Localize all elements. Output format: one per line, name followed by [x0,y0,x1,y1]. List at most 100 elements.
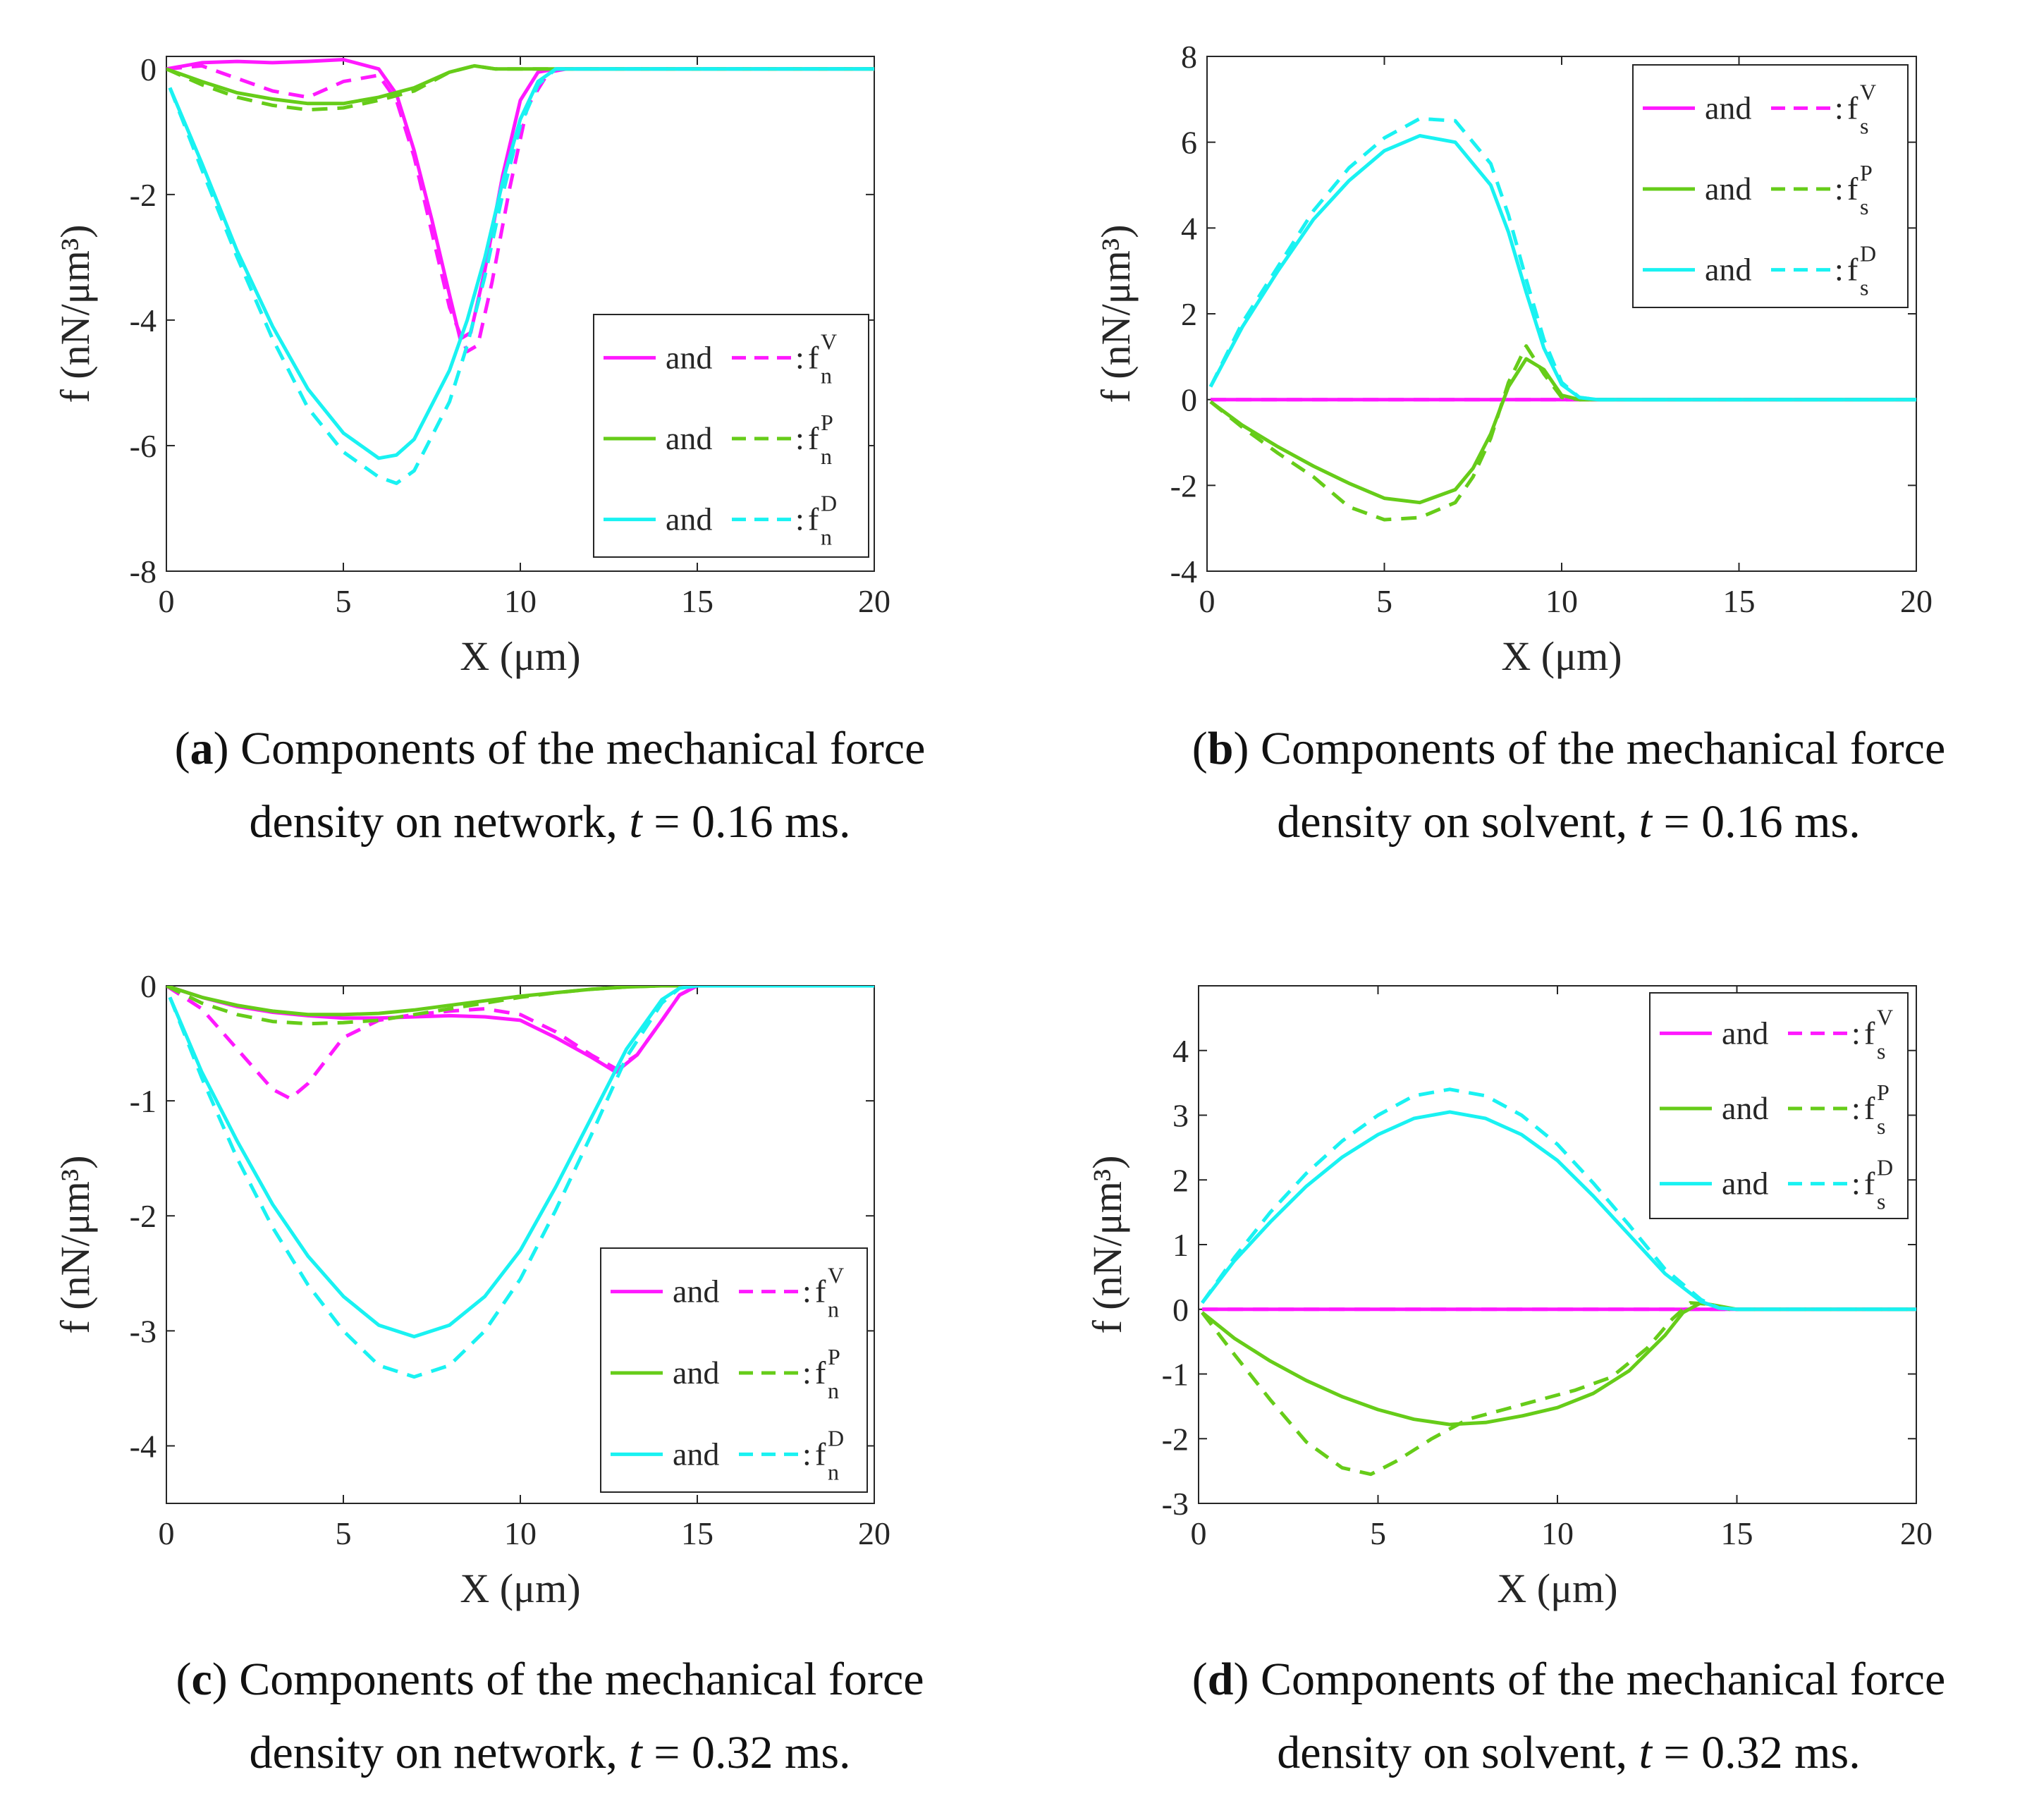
caption-b: (b) Components of the mechanical force d… [1192,723,1946,848]
x-tick-label: 0 [1199,583,1215,619]
legend-colon: : [802,1436,812,1472]
legend-subscript: n [828,1378,839,1403]
legend-and: and [666,420,712,456]
y-axis-label: f (nN/μm³) [52,1155,98,1333]
legend-superscript: P [1877,1080,1890,1105]
y-tick-label: -4 [1170,554,1197,590]
legend-and: and [673,1274,719,1309]
legend-symbol: f [815,1355,826,1391]
series-line [1201,1301,1916,1477]
legend-subscript: n [821,362,832,388]
caption-d: (d) Components of the mechanical force d… [1192,1654,1946,1778]
x-tick-label: 0 [159,583,175,619]
y-tick-label: -1 [130,1083,157,1119]
x-tick-label: 20 [1900,1515,1933,1551]
legend-and: and [1722,1166,1768,1202]
legend-subscript: s [1860,113,1868,138]
caption-c: (c) Components of the mechanical force d… [176,1654,924,1778]
x-tick-label: 5 [1370,1515,1386,1551]
y-tick-label: 2 [1181,296,1197,332]
series-line [168,67,874,485]
x-tick-label: 20 [858,583,890,619]
series-line [1208,116,1916,402]
legend-box [600,1247,868,1493]
y-tick-label: -3 [130,1313,157,1349]
y-tick-label: 8 [1181,39,1197,75]
y-tick-label: 0 [140,968,157,1004]
legend-and: and [666,339,712,375]
chart-c: 0 5 10 15 200-1-2-3-4X (μm)f (nN/μm³) and: f Vn… [52,968,890,1611]
legend-symbol: f [815,1274,826,1309]
y-tick-label: -2 [130,177,157,213]
series-line [1209,344,1916,522]
legend-subscript: n [821,444,832,469]
legend-subscript: s [1860,275,1868,300]
y-tick-label: -4 [130,1428,157,1464]
legend-symbol: f [1864,1015,1875,1051]
legend-colon: : [1835,171,1844,207]
legend-colon: : [802,1355,812,1391]
series-line [166,63,874,112]
legend-symbol: f [1864,1166,1875,1202]
legend-superscript: V [1877,1004,1893,1030]
legend-and: and [666,501,712,537]
legend-superscript: V [821,329,837,354]
caption-a: (a) Components of the mechanical force d… [174,723,926,848]
legend-superscript: D [828,1425,844,1450]
x-tick-label: 0 [1191,1515,1207,1551]
y-tick-label: -6 [130,428,157,464]
y-tick-label: 6 [1181,125,1197,161]
x-tick-label: 5 [1376,583,1392,619]
legend-colon: : [795,501,804,537]
legend-colon: : [795,420,804,456]
legend-and: and [1705,171,1751,207]
y-tick-label: 3 [1172,1098,1189,1134]
legend-symbol: f [808,420,819,456]
series-line [166,63,874,353]
y-tick-label: 4 [1181,210,1197,246]
legend-superscript: P [828,1344,840,1369]
y-tick-label: 2 [1172,1162,1189,1198]
x-tick-label: 10 [1545,583,1578,619]
x-tick-label: 10 [504,583,537,619]
x-axis-label: X (μm) [1497,1565,1617,1611]
legend-and: and [673,1355,719,1391]
legend-symbol: f [815,1436,826,1472]
y-axis-label: f (nN/μm³) [52,224,98,403]
legend-colon: : [795,339,804,375]
x-tick-label: 15 [681,583,714,619]
legend-colon: : [1851,1166,1861,1202]
legend-superscript: P [1860,160,1873,185]
series-line [166,58,874,341]
x-tick-label: 20 [1900,583,1933,619]
legend-colon: : [1835,90,1844,126]
legend-and: and [1722,1015,1768,1051]
y-tick-label: 1 [1172,1227,1189,1263]
legend-and: and [1705,252,1751,288]
legend-symbol: f [808,339,819,375]
legend-subscript: s [1877,1113,1885,1139]
legend-and: and [673,1436,719,1472]
legend-colon: : [1851,1015,1861,1051]
series-line [1208,134,1916,402]
x-tick-label: 10 [1541,1515,1574,1551]
series-line [1201,1301,1916,1427]
legend-superscript: P [821,410,833,435]
series-line [168,986,874,1379]
y-tick-label: -4 [130,303,157,338]
x-tick-label: 0 [159,1515,175,1551]
legend-colon: : [802,1274,812,1309]
legend-subscript: s [1877,1038,1885,1063]
legend-symbol: f [1864,1090,1875,1126]
legend-superscript: V [1860,79,1876,104]
legend-symbol: f [1847,171,1858,207]
y-tick-label: -2 [130,1198,157,1234]
legend-symbol: f [1847,90,1858,126]
legend-colon: : [1835,252,1844,288]
legend-subscript: n [821,525,832,550]
